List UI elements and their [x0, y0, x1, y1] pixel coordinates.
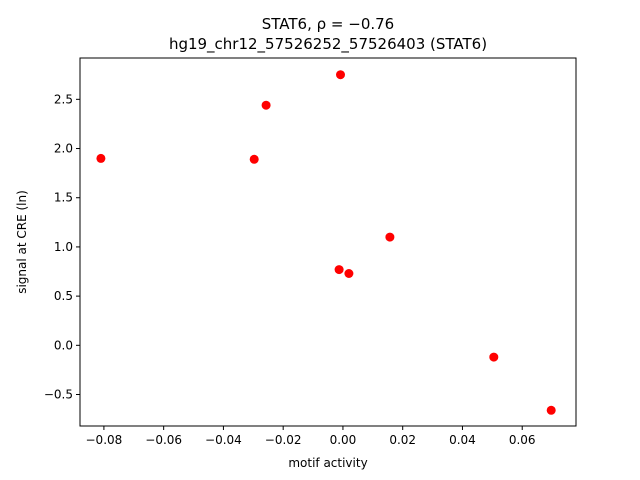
- y-tick-label: 0.0: [54, 338, 73, 352]
- y-axis-ticks: −0.5 0.0 0.5 1.0 1.5 2.0 2.5: [44, 92, 80, 402]
- x-axis-ticks: −0.08 −0.06 −0.04 −0.02 0.00 0.02 0.04 0.06: [86, 426, 536, 447]
- y-tick-label: 1.0: [54, 240, 73, 254]
- data-point-6: [344, 269, 354, 278]
- data-point-2: [249, 154, 259, 164]
- data-point-4: [336, 70, 345, 80]
- y-tick-label: 2.0: [54, 142, 73, 156]
- plot-frame: [79, 57, 577, 427]
- chart-title-line-1: STAT6, ρ = −0.76: [262, 15, 394, 33]
- x-axis-label: motif activity: [288, 456, 367, 470]
- data-point-3: [261, 100, 271, 110]
- y-tick-label: 1.5: [54, 191, 73, 205]
- data-point-5: [334, 265, 344, 275]
- y-axis-label: signal at CRE (ln): [15, 190, 29, 294]
- x-tick-label: 0.04: [449, 433, 476, 447]
- chart-title-line-2: hg19_chr12_57526252_57526403 (STAT6): [169, 35, 487, 54]
- y-tick-label: 0.5: [54, 289, 73, 303]
- y-tick-label: −0.5: [44, 388, 73, 402]
- x-tick-label: −0.06: [145, 433, 182, 447]
- data-point-7: [385, 232, 395, 242]
- y-tick-label: 2.5: [54, 92, 73, 106]
- data-point-1: [96, 153, 106, 163]
- x-tick-label: 0.02: [389, 433, 416, 447]
- data-point-9: [546, 405, 556, 415]
- x-tick-label: −0.02: [265, 433, 302, 447]
- x-tick-label: −0.04: [205, 433, 242, 447]
- x-tick-label: −0.08: [86, 433, 123, 447]
- x-tick-label: 0.06: [509, 433, 536, 447]
- data-point-8: [489, 352, 499, 362]
- x-tick-label: 0.00: [330, 433, 357, 447]
- data-points: [96, 70, 556, 415]
